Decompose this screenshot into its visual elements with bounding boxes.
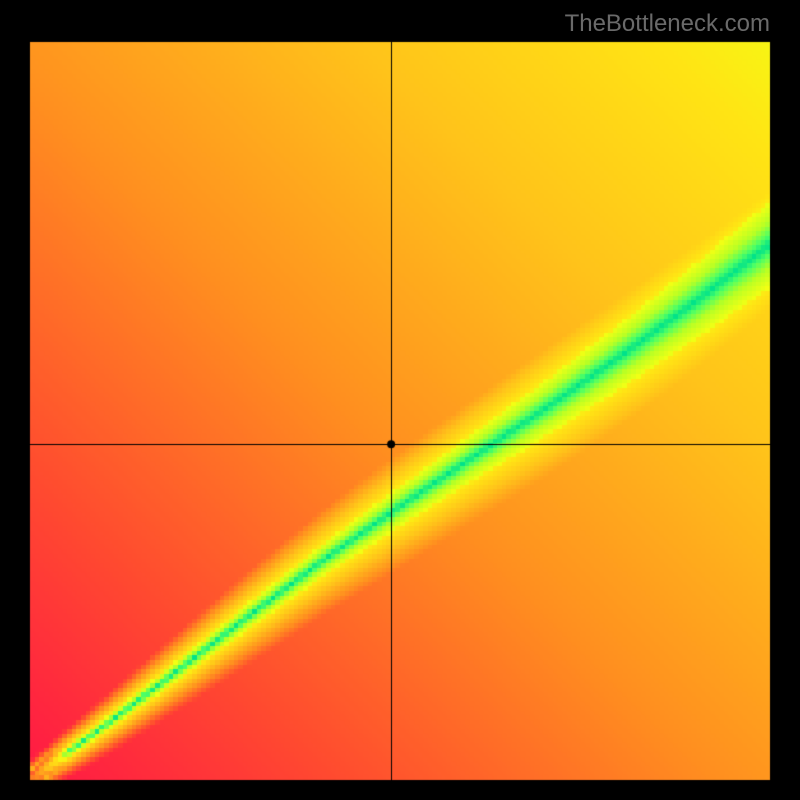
bottleneck-heatmap [0, 0, 800, 800]
chart-container: { "heatmap": { "type": "heatmap", "canva… [0, 0, 800, 800]
watermark-text: TheBottleneck.com [565, 10, 770, 38]
